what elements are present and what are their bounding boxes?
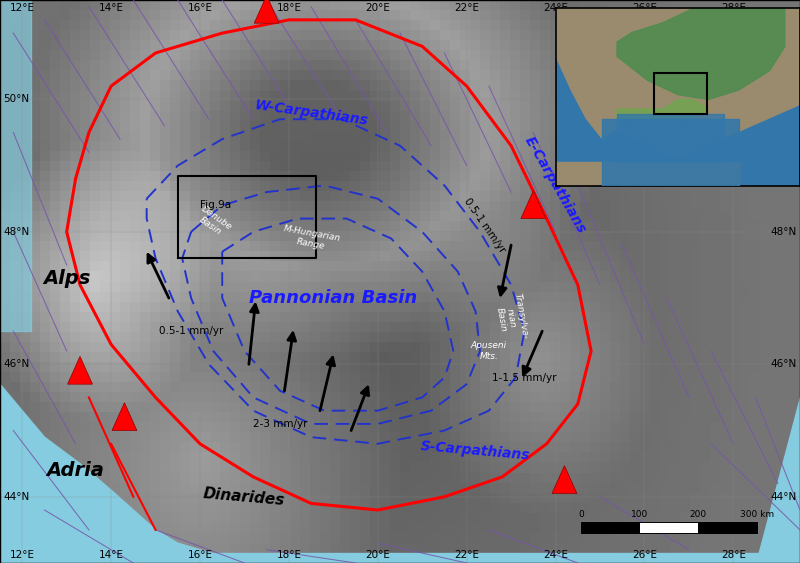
Polygon shape [521, 191, 546, 218]
Text: 16°E: 16°E [187, 3, 213, 14]
Text: 48°N: 48°N [3, 227, 30, 237]
Polygon shape [67, 356, 93, 384]
Text: 50°N: 50°N [770, 95, 797, 104]
Text: 50°N: 50°N [3, 95, 30, 104]
Text: 0.5-1 mm/yr: 0.5-1 mm/yr [462, 196, 507, 254]
Text: 14°E: 14°E [98, 3, 124, 14]
Text: 18°E: 18°E [276, 3, 302, 14]
Text: S-Carpathians: S-Carpathians [420, 439, 531, 462]
Text: 48°N: 48°N [770, 227, 797, 237]
Polygon shape [0, 384, 311, 563]
Polygon shape [617, 114, 724, 162]
Text: 20°E: 20°E [366, 3, 390, 14]
Polygon shape [254, 0, 279, 23]
Text: 46°N: 46°N [770, 359, 797, 369]
Bar [654, 73, 707, 114]
Text: 200: 200 [690, 510, 706, 519]
Polygon shape [0, 0, 31, 331]
Text: 2-3 mm/yr: 2-3 mm/yr [253, 419, 307, 429]
Polygon shape [556, 8, 800, 157]
Text: Pannonian Basin: Pannonian Basin [250, 289, 418, 307]
Text: 12°E: 12°E [10, 549, 34, 560]
Text: Alps: Alps [43, 269, 90, 288]
Polygon shape [552, 466, 577, 493]
Text: 300 km: 300 km [740, 510, 774, 519]
Text: 28°E: 28°E [721, 3, 746, 14]
Text: 1-1.5 mm/yr: 1-1.5 mm/yr [492, 373, 557, 382]
Text: 0.5-1 mm/yr: 0.5-1 mm/yr [159, 326, 223, 336]
Text: 24°E: 24°E [543, 3, 568, 14]
Text: 18°E: 18°E [276, 549, 302, 560]
Polygon shape [0, 553, 800, 563]
Text: 22°E: 22°E [454, 549, 479, 560]
Text: 22°E: 22°E [454, 3, 479, 14]
Text: 44°N: 44°N [770, 491, 797, 502]
Text: 46°N: 46°N [3, 359, 30, 369]
Text: 0: 0 [578, 510, 584, 519]
Text: 16°E: 16°E [187, 549, 213, 560]
Text: 26°E: 26°E [632, 3, 657, 14]
Text: Fig.9a: Fig.9a [200, 200, 231, 211]
Polygon shape [617, 8, 785, 100]
Text: Dinarides: Dinarides [203, 486, 286, 508]
Text: 28°E: 28°E [721, 549, 746, 560]
Text: Adria: Adria [46, 461, 105, 480]
Text: 12°E: 12°E [10, 3, 34, 14]
Text: W-Carpathians: W-Carpathians [254, 98, 369, 127]
Text: 20°E: 20°E [366, 549, 390, 560]
Text: 44°N: 44°N [3, 491, 30, 502]
Text: Transylva-
nian
Basin: Transylva- nian Basin [493, 292, 530, 343]
Text: 24°E: 24°E [543, 549, 568, 560]
Polygon shape [556, 162, 739, 186]
Text: Danube
Basin: Danube Basin [194, 204, 234, 240]
Polygon shape [112, 403, 137, 431]
Polygon shape [755, 397, 800, 563]
Text: E-Carpathians: E-Carpathians [522, 135, 589, 236]
Text: Apuseni
Mts.: Apuseni Mts. [471, 341, 507, 361]
Text: 26°E: 26°E [632, 549, 657, 560]
Text: M-Hungarian
Range: M-Hungarian Range [281, 224, 342, 253]
Polygon shape [602, 119, 739, 186]
Text: 14°E: 14°E [98, 549, 124, 560]
Polygon shape [617, 100, 709, 138]
Text: 100: 100 [631, 510, 648, 519]
